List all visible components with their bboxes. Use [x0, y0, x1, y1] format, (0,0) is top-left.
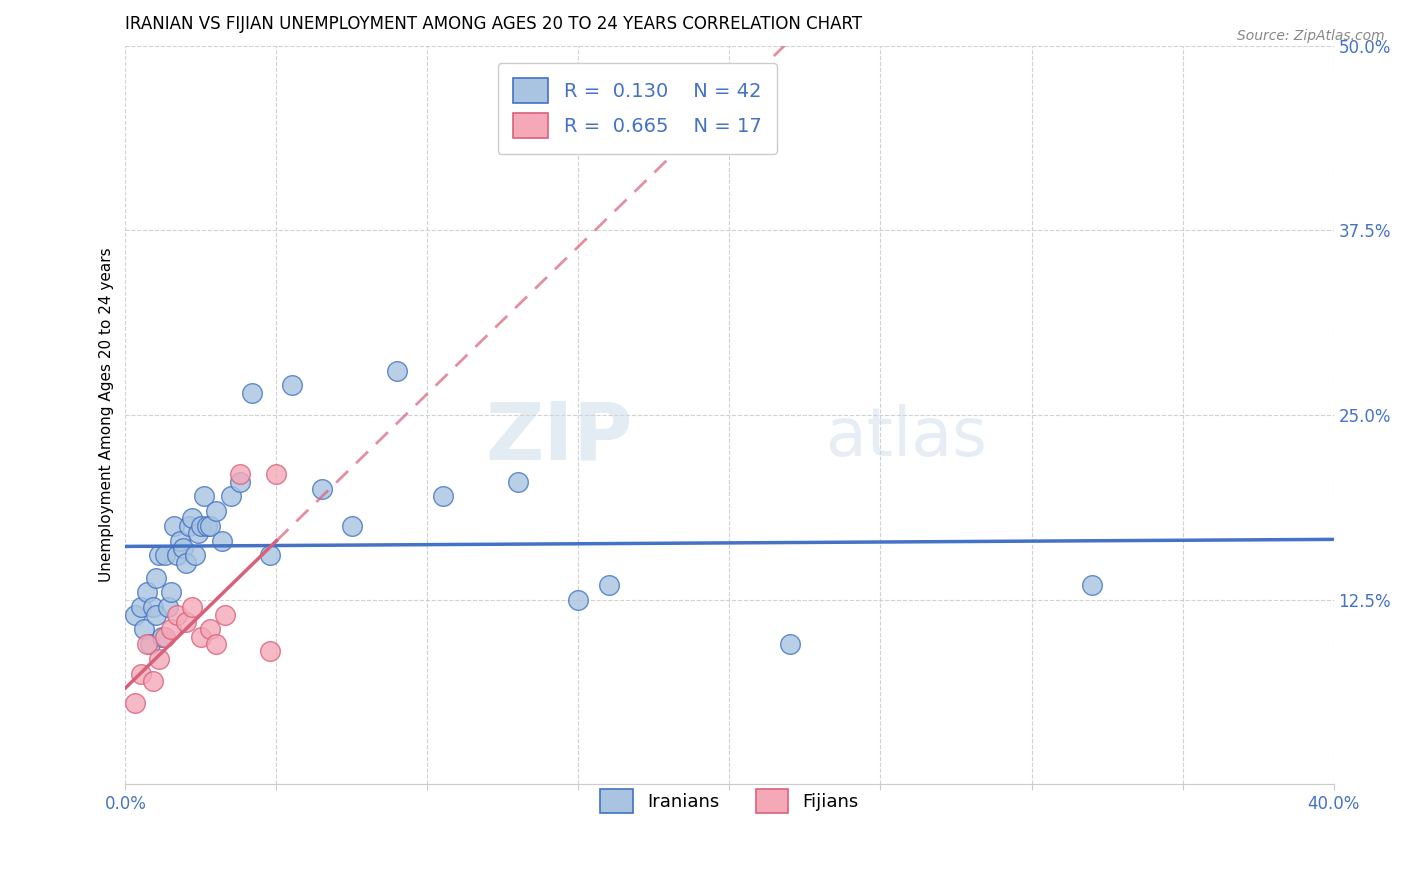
Point — [142, 673, 165, 688]
Point — [172, 541, 194, 555]
Point — [205, 504, 228, 518]
Point — [259, 549, 281, 563]
Point — [280, 378, 302, 392]
Point — [240, 385, 263, 400]
Point — [779, 637, 801, 651]
Point — [150, 630, 173, 644]
Point — [387, 364, 409, 378]
Point — [187, 526, 209, 541]
Point — [1081, 578, 1104, 592]
Point — [598, 578, 620, 592]
Text: IRANIAN VS FIJIAN UNEMPLOYMENT AMONG AGES 20 TO 24 YEARS CORRELATION CHART: IRANIAN VS FIJIAN UNEMPLOYMENT AMONG AGE… — [125, 15, 863, 33]
Point — [163, 519, 186, 533]
Text: atlas: atlas — [827, 404, 987, 470]
Point — [138, 637, 160, 651]
Point — [153, 630, 176, 644]
Y-axis label: Unemployment Among Ages 20 to 24 years: Unemployment Among Ages 20 to 24 years — [100, 248, 114, 582]
Point — [135, 585, 157, 599]
Point — [156, 600, 179, 615]
Point — [184, 549, 207, 563]
Text: Source: ZipAtlas.com: Source: ZipAtlas.com — [1237, 29, 1385, 43]
Point — [124, 607, 146, 622]
Point — [124, 696, 146, 710]
Point — [145, 571, 167, 585]
Point — [166, 549, 188, 563]
Point — [198, 519, 221, 533]
Point — [142, 600, 165, 615]
Point — [159, 585, 181, 599]
Point — [195, 519, 218, 533]
Point — [229, 467, 252, 482]
Point — [166, 607, 188, 622]
Point — [129, 666, 152, 681]
Legend: Iranians, Fijians: Iranians, Fijians — [586, 775, 873, 827]
Point — [229, 475, 252, 489]
Point — [153, 549, 176, 563]
Point — [129, 600, 152, 615]
Point — [211, 533, 233, 548]
Point — [567, 592, 589, 607]
Point — [432, 489, 454, 503]
Point — [193, 489, 215, 503]
Point — [180, 511, 202, 525]
Point — [311, 482, 333, 496]
Point — [135, 637, 157, 651]
Point — [177, 519, 200, 533]
Point — [506, 475, 529, 489]
Point — [198, 622, 221, 636]
Point — [180, 600, 202, 615]
Point — [132, 622, 155, 636]
Text: ZIP: ZIP — [485, 398, 633, 476]
Point — [340, 519, 363, 533]
Point — [219, 489, 242, 503]
Point — [205, 637, 228, 651]
Point — [145, 607, 167, 622]
Point — [266, 467, 288, 482]
Point — [148, 549, 170, 563]
Point — [259, 644, 281, 658]
Point — [159, 622, 181, 636]
Point — [190, 630, 212, 644]
Point — [190, 519, 212, 533]
Point — [148, 652, 170, 666]
Point — [174, 556, 197, 570]
Point — [214, 607, 236, 622]
Point — [169, 533, 191, 548]
Point — [174, 615, 197, 629]
